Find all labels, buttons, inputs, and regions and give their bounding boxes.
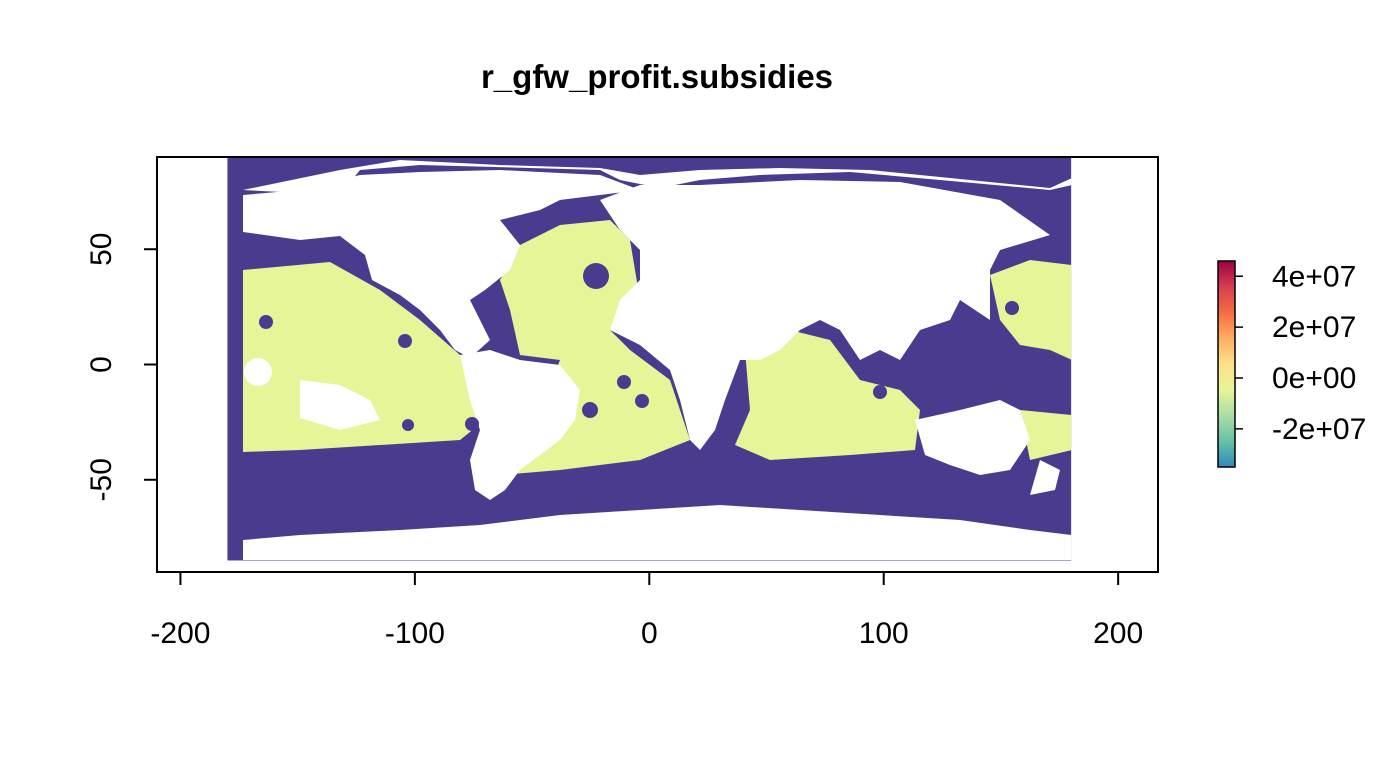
island-hawaii bbox=[244, 358, 272, 386]
indian-ocean-zone bbox=[735, 330, 920, 460]
pacific-islands bbox=[300, 380, 380, 430]
spot bbox=[617, 375, 631, 389]
spot bbox=[1005, 301, 1019, 315]
spot bbox=[583, 263, 609, 289]
raster-map bbox=[227, 157, 1072, 561]
legend-tick-label: -2e+07 bbox=[1272, 413, 1366, 446]
legend-colorbar bbox=[1217, 260, 1236, 468]
legend-tick-label: 4e+07 bbox=[1272, 260, 1356, 293]
land-masses bbox=[243, 157, 1072, 560]
south-america-land bbox=[460, 350, 580, 500]
south-pacific-zone bbox=[1020, 410, 1072, 460]
x-tick-label: 0 bbox=[641, 617, 658, 650]
spot bbox=[402, 419, 414, 431]
spot bbox=[582, 402, 598, 418]
greenland-arctic-land bbox=[243, 157, 1072, 195]
legend-tick-label: 2e+07 bbox=[1272, 311, 1356, 344]
x-tick-label: 100 bbox=[859, 617, 909, 650]
west-pacific-zone bbox=[990, 260, 1072, 360]
color-legend: 4e+07 2e+07 0e+00 -2e+07 bbox=[1217, 260, 1366, 468]
australia-land bbox=[915, 400, 1030, 475]
x-tick-label: -200 bbox=[150, 617, 210, 650]
north-america-land bbox=[243, 170, 640, 358]
eurasia-africa-land bbox=[600, 180, 1050, 450]
new-zealand-land bbox=[1030, 460, 1060, 495]
high-cost-spots bbox=[259, 263, 1019, 431]
spot bbox=[398, 334, 412, 348]
chart-title: r_gfw_profit.subsidies bbox=[480, 58, 834, 95]
legend-tick-label: 0e+00 bbox=[1272, 362, 1356, 395]
legend-ticks: 4e+07 2e+07 0e+00 -2e+07 bbox=[1235, 260, 1366, 446]
spot bbox=[465, 417, 479, 431]
antarctica-land bbox=[243, 505, 1072, 560]
spot bbox=[873, 385, 887, 399]
y-tick-label: 0 bbox=[85, 356, 118, 373]
near-zero-zones bbox=[243, 190, 1072, 475]
y-tick-label: 50 bbox=[85, 233, 118, 266]
y-axis: -50 0 50 bbox=[85, 233, 158, 501]
x-tick-label: 200 bbox=[1093, 617, 1143, 650]
spot bbox=[259, 315, 273, 329]
x-axis: -200 -100 0 100 200 bbox=[150, 571, 1143, 650]
spot bbox=[635, 394, 649, 408]
x-tick-label: -100 bbox=[385, 617, 445, 650]
y-tick-label: -50 bbox=[85, 458, 118, 501]
